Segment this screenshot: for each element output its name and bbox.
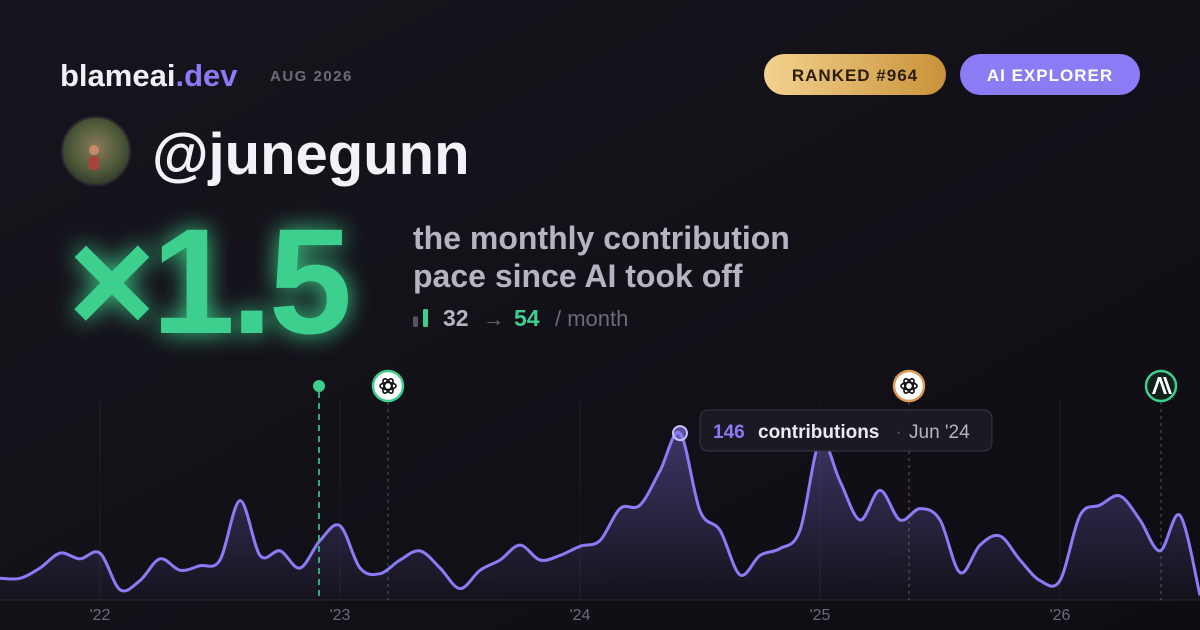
tooltip-value: 146 [713,422,745,443]
avatar-figure [89,156,99,170]
tier-badge [960,54,1140,95]
tooltip-separator: · [896,424,901,441]
pace-bar-after [423,309,428,327]
event-icon-glyph [379,378,397,394]
tooltip-date: Jun '24 [909,422,970,443]
event-icon [371,369,405,403]
site-tld: .dev [175,58,238,93]
multiplier: ×1.5 [68,197,349,365]
date: AUG 2026 [270,68,353,85]
pace-after: 54 [514,305,540,331]
avatar-figure [89,145,99,155]
event-dot [313,380,325,392]
x-tick-label: '22 [90,607,111,624]
event-icon-glyph [1152,377,1172,394]
event-icon [1144,369,1178,403]
pace-icon [413,309,428,327]
pace-unit: / month [555,306,628,331]
x-tick-label: '26 [1050,607,1071,624]
site-name-main: blameai [60,58,175,93]
rank-badge-text: RANKED #964 [792,66,918,85]
tooltip-box [699,409,993,452]
highlight-point [672,425,688,442]
pace-arrow: → [483,308,504,331]
tooltip-label: contributions [758,422,879,443]
description-line: pace since AI took off [413,258,743,294]
tier-badge-text: AI EXPLORER [987,66,1113,85]
x-tick-label: '25 [810,607,831,624]
x-tick-label: '23 [330,607,351,624]
description-line: the monthly contribution [413,220,790,256]
site-name: blameai.dev [60,58,238,93]
event-icon-glyph [900,378,918,394]
username: @junegunn [152,122,470,187]
pace-before: 32 [443,305,469,331]
area [0,432,1200,600]
tooltip: 146 contributions · Jun '24 [699,409,993,452]
line [0,430,1200,596]
event-icon [892,369,926,403]
pace-bar-before [413,316,418,327]
rank-badge [764,54,946,95]
chart: '22 '23 '24 '25 '26 [0,400,1200,624]
x-tick-label: '24 [570,607,591,624]
